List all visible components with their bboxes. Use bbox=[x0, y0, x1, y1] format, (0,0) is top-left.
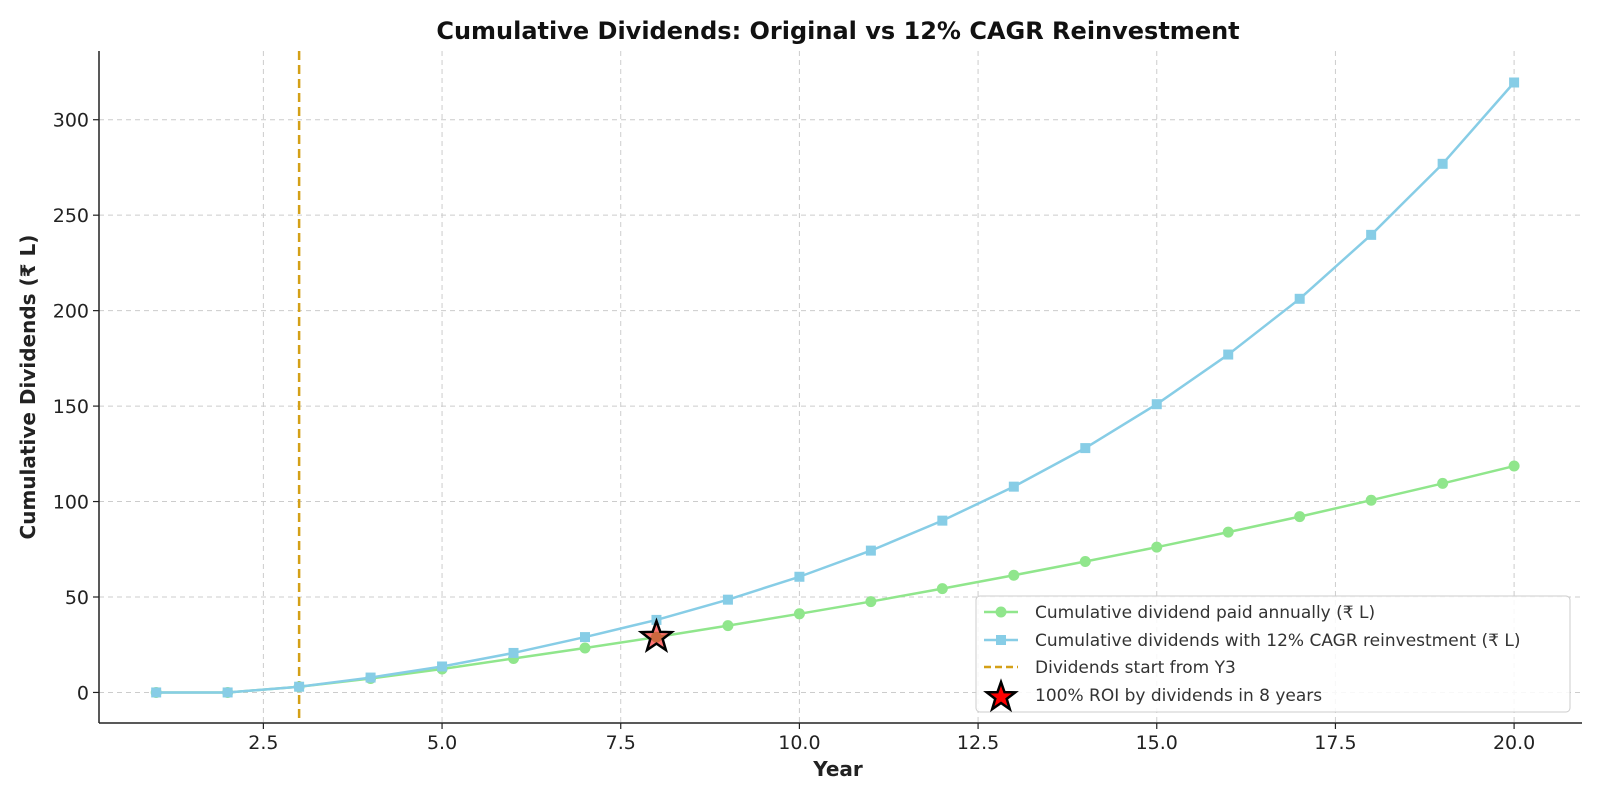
series-1-point bbox=[1365, 494, 1377, 506]
series-2-point bbox=[794, 571, 805, 582]
series-1-point bbox=[1294, 511, 1306, 523]
series-1-point bbox=[1008, 569, 1020, 581]
series-1-point bbox=[1079, 555, 1091, 567]
axes: 2.5 5.0 7.5 10.0 12.5 15.0 17.5 20.0 0 50 100 150 20… bbox=[53, 51, 1582, 754]
annotation-group bbox=[637, 617, 676, 654]
y-tick-label: 200 bbox=[53, 301, 89, 323]
y-tick-label: 100 bbox=[53, 492, 89, 514]
y-tick-label: 150 bbox=[53, 396, 89, 418]
series-1-point bbox=[936, 583, 948, 595]
x-tick-label: 7.5 bbox=[606, 732, 636, 754]
series-layer bbox=[150, 77, 1520, 698]
x-tick-label: 10.0 bbox=[778, 732, 820, 754]
x-axis-label: Year bbox=[812, 757, 863, 781]
series-2-point bbox=[1223, 349, 1234, 360]
legend: Cumulative dividend paid annually (₹ L) … bbox=[975, 595, 1571, 713]
series-2-point bbox=[1509, 77, 1520, 88]
x-tick-label: 12.5 bbox=[957, 732, 999, 754]
series-2-point bbox=[1437, 158, 1448, 169]
series-1-point bbox=[793, 608, 805, 620]
x-tick-label: 17.5 bbox=[1314, 732, 1356, 754]
x-tick-label: 20.0 bbox=[1493, 732, 1535, 754]
series-2-point bbox=[222, 687, 233, 698]
legend-marker-series-1 bbox=[995, 606, 1007, 618]
series-2-point bbox=[865, 545, 876, 556]
series-2-line bbox=[156, 81, 1516, 694]
y-tick-label: 300 bbox=[53, 110, 89, 132]
x-tick-label: 5.0 bbox=[427, 732, 457, 754]
legend-label-series-1: Cumulative dividend paid annually (₹ L) bbox=[1035, 603, 1375, 623]
series-2-point bbox=[1080, 443, 1091, 454]
chart-title: Cumulative Dividends: Original vs 12% CA… bbox=[436, 17, 1239, 45]
series-1-point bbox=[1437, 477, 1449, 489]
legend-label-reference-line: Dividends start from Y3 bbox=[1035, 658, 1236, 678]
legend-label-series-2: Cumulative dividends with 12% CAGR reinv… bbox=[1035, 631, 1521, 651]
series-1-point bbox=[579, 642, 591, 654]
y-tick-label: 250 bbox=[53, 205, 89, 227]
legend-star-icon bbox=[983, 678, 1019, 713]
series-2-point bbox=[151, 687, 162, 698]
y-tick-label: 0 bbox=[77, 682, 89, 704]
series-2-point bbox=[937, 515, 948, 526]
series-2-point bbox=[1151, 399, 1162, 410]
series-2-point bbox=[579, 632, 590, 643]
y-axis-label: Cumulative Dividends (₹ L) bbox=[16, 235, 40, 540]
series-2-point bbox=[1008, 481, 1019, 492]
series-2 bbox=[151, 77, 1520, 698]
series-2-point bbox=[1294, 293, 1305, 304]
legend-marker-series-2 bbox=[996, 635, 1006, 645]
series-2-point bbox=[722, 594, 733, 605]
x-tick-label: 2.5 bbox=[248, 732, 278, 754]
series-1-point bbox=[1151, 541, 1163, 553]
y-tick-label: 50 bbox=[65, 587, 89, 609]
series-2-point bbox=[1366, 229, 1377, 240]
series-2-point bbox=[365, 672, 376, 683]
series-2-point bbox=[508, 647, 519, 658]
series-1-point bbox=[865, 596, 877, 608]
legend-label-annotation: 100% ROI by dividends in 8 years bbox=[1035, 686, 1322, 706]
annotation-star-icon bbox=[637, 617, 676, 654]
x-tick-label: 15.0 bbox=[1136, 732, 1178, 754]
series-1-point bbox=[1508, 460, 1520, 472]
legend-frame bbox=[975, 595, 1571, 713]
series-1-point bbox=[722, 620, 734, 632]
series-2-point bbox=[437, 661, 448, 672]
series-1-point bbox=[1222, 526, 1234, 538]
series-2-point bbox=[294, 681, 305, 692]
